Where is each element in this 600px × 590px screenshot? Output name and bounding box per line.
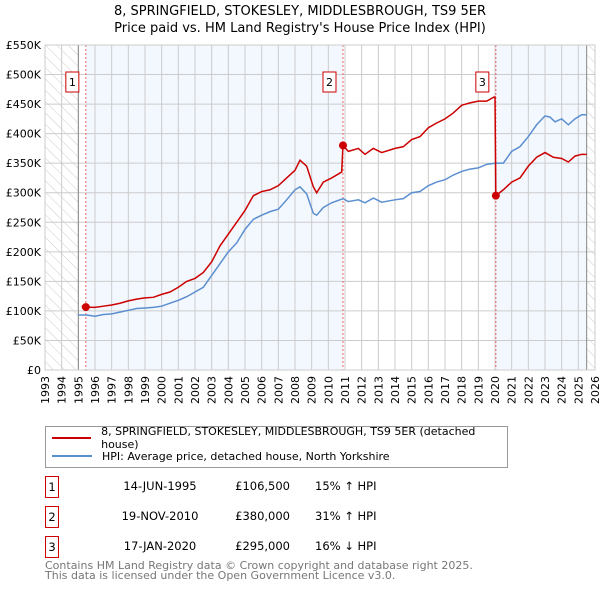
sale-price: £295,000 xyxy=(235,539,290,553)
x-tick-label: 1998 xyxy=(122,376,135,404)
plot-border xyxy=(44,44,596,371)
x-tick-label: 2024 xyxy=(556,376,569,404)
x-tick-label: 2014 xyxy=(389,376,402,404)
legend-hpi: HPI: Average price, detached house, Nort… xyxy=(102,449,390,463)
x-tick-label: 2005 xyxy=(239,376,252,404)
x-tick-label: 2004 xyxy=(222,376,235,404)
sale-price: £106,500 xyxy=(235,479,290,493)
x-tick-label: 2009 xyxy=(306,376,319,404)
footer-line1: Contains HM Land Registry data © Crown c… xyxy=(45,559,473,572)
y-tick-label: £150K xyxy=(6,275,42,288)
y-tick-label: £350K xyxy=(6,157,42,170)
sale-number: 3 xyxy=(45,536,59,558)
x-tick-label: 2025 xyxy=(572,376,585,404)
hpi-line xyxy=(78,113,587,317)
x-tick-label: 2001 xyxy=(172,376,185,404)
x-tick-label: 2022 xyxy=(522,376,535,404)
footer-line2: This data is licensed under the Open Gov… xyxy=(45,569,396,582)
x-tick-label: 2006 xyxy=(256,376,269,404)
price-chart: 1993 1994 1995 1996 1997 1998 1999 2000 2001 2002… xyxy=(6,39,600,404)
sale-hpi: 15% ↑ HPI xyxy=(315,479,377,493)
sale-date: 19-NOV-2010 xyxy=(121,509,199,523)
y-tick-label: £550K xyxy=(6,39,42,52)
sale-price: £380,000 xyxy=(235,509,290,523)
legend-property: 8, SPRINGFIELD, STOKESLEY, MIDDLESBROUGH… xyxy=(101,425,476,451)
sale-label-box xyxy=(322,71,337,93)
y-tick-label: £400K xyxy=(6,128,42,141)
y-tick-label: £200K xyxy=(6,246,42,259)
sale-hpi: 16% ↓ HPI xyxy=(315,539,377,553)
x-tick-label: 2000 xyxy=(156,376,169,404)
y-tick-label: £500K xyxy=(6,69,42,82)
y-tick-label: £0 xyxy=(27,364,41,377)
sale-point xyxy=(81,303,90,312)
x-tick-label: 2007 xyxy=(272,376,285,404)
x-tick-label: 2003 xyxy=(206,376,219,404)
x-tick-label: 2016 xyxy=(422,376,435,404)
legend-blue-line xyxy=(52,455,92,457)
x-tick-label: 1995 xyxy=(72,376,85,404)
y-tick-label: £250K xyxy=(6,216,42,229)
x-tick-label: 2020 xyxy=(489,376,502,404)
x-tick-label: 2015 xyxy=(406,376,419,404)
footer: Contains HM Land Registry data © Crown c… xyxy=(45,559,473,582)
x-tick-label: 1994 xyxy=(56,376,69,404)
sale-hpi: 31% ↑ HPI xyxy=(315,509,377,523)
property-price-line xyxy=(81,96,587,309)
x-tick-label: 2019 xyxy=(472,376,485,404)
y-tick-label: £50K xyxy=(13,334,42,347)
x-tick-label: 2013 xyxy=(372,376,385,404)
x-tick-label: 2008 xyxy=(289,376,302,404)
y-tick-label: £100K xyxy=(6,305,42,318)
y-tick-label: £300K xyxy=(6,187,42,200)
x-tick-label: 1999 xyxy=(139,376,152,404)
y-tick-label: £450K xyxy=(6,98,42,111)
x-tick-label: 1993 xyxy=(39,376,52,404)
x-tick-label: 2012 xyxy=(356,376,369,404)
x-tick-label: 2026 xyxy=(589,376,600,404)
sale-number: 2 xyxy=(45,506,59,528)
sale-date: 14-JUN-1995 xyxy=(123,479,197,493)
legend: 8, SPRINGFIELD, STOKESLEY, MIDDLESBROUGH… xyxy=(45,425,508,468)
sale-label: 3 xyxy=(479,76,486,89)
sale-label-box xyxy=(475,71,490,93)
sale-label: 1 xyxy=(69,76,76,89)
sale-label-box xyxy=(65,71,80,93)
x-tick-label: 2021 xyxy=(506,376,519,404)
x-tick-label: 1997 xyxy=(106,376,119,404)
x-tick-label: 2018 xyxy=(456,376,469,404)
x-tick-label: 2011 xyxy=(339,376,352,404)
legend-red-line xyxy=(52,437,92,439)
sale-date: 17-JAN-2020 xyxy=(123,539,197,553)
sale-point xyxy=(491,191,500,200)
x-tick-label: 1996 xyxy=(89,376,102,404)
sale-label: 2 xyxy=(326,76,333,89)
ownership-band xyxy=(85,45,343,370)
sale-number: 1 xyxy=(45,476,59,498)
x-tick-label: 2017 xyxy=(439,376,452,404)
ownership-band xyxy=(495,45,587,370)
x-tick-label: 2010 xyxy=(322,376,335,404)
sale-point xyxy=(339,141,347,150)
hatched-region xyxy=(586,45,595,370)
chart-subtitle: Price paid vs. HM Land Registry's House … xyxy=(114,21,486,36)
x-tick-label: 2002 xyxy=(189,376,202,404)
chart-title: 8, SPRINGFIELD, STOKESLEY, MIDDLESBROUGH… xyxy=(113,4,487,19)
x-tick-label: 2023 xyxy=(539,376,552,404)
